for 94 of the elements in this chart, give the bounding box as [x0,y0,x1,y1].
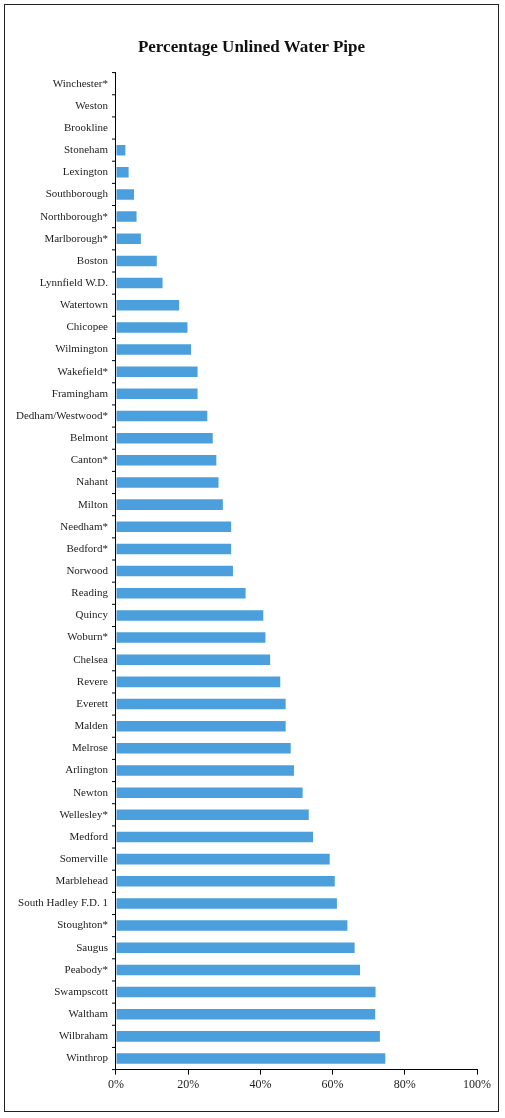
y-tick-label: Swampscott [54,984,108,997]
bar [116,255,157,267]
y-tick-label: Southborough [45,187,109,200]
x-tick-label: 80% [393,1076,416,1091]
bar [116,144,126,156]
y-tick-label: Norwood [66,563,109,576]
y-tick-label: Waltham [68,1007,109,1020]
y-tick-label: Wakefield* [57,364,108,377]
y-tick-label: Lexington [62,165,109,178]
bar [116,876,335,887]
bar [116,743,291,754]
y-tick-label: Dedham/Westwood* [15,408,108,421]
y-tick-label: Revere [76,674,109,687]
bar [116,277,163,289]
y-tick-label: Newton [73,785,109,798]
y-tick-label: Weston [75,98,109,111]
y-tick-label: Malden [74,719,109,732]
y-tick-label: Belmont [70,431,108,444]
bar [116,432,213,444]
bar [116,986,376,998]
x-tick-label: 0% [107,1076,124,1091]
y-tick-label: Melrose [71,741,109,754]
y-tick-label: Stoneham [63,143,109,156]
bar [116,1031,380,1042]
bar [116,455,217,466]
bar [116,809,309,821]
y-tick-label: Marblehead [55,874,109,887]
y-tick-label: Somerville [59,852,109,865]
bar [116,499,223,510]
bar [116,765,294,776]
y-tick-label: Milton [78,497,109,510]
bar [116,1053,386,1064]
bar [116,521,232,533]
y-tick-label: Needham* [60,519,108,532]
y-tick-label: Arlington [65,763,109,776]
y-tick-label: Everett [76,696,108,709]
chart-title: Percentage Unlined Water Pipe [136,37,367,57]
y-tick-label: Winthrop [66,1051,109,1064]
bar [116,211,137,222]
bar [116,344,192,355]
bar [116,299,180,311]
y-tick-label: Lynnfield W.D. [39,275,109,288]
bar [116,898,337,909]
bar [116,167,129,178]
y-tick-label: Nahant [76,475,108,488]
y-tick-label: Brookline [63,120,109,133]
y-tick-label: Bedford* [66,541,108,554]
bar [116,233,141,245]
x-tick-label: 40% [249,1076,272,1091]
bar [116,964,361,976]
y-tick-label: Chicopee [66,320,109,333]
bar [116,388,198,400]
bar [116,410,208,422]
bar [116,189,135,200]
y-tick-label: Quincy [75,608,109,621]
y-tick-label: Watertown [59,298,109,311]
y-tick-label: Framingham [51,386,109,399]
y-tick-label: Woburn* [67,630,108,643]
bar [116,322,188,333]
y-tick-label: Stoughton* [57,918,108,931]
y-tick-label: Wilmington [55,342,109,355]
y-tick-label: Northborough* [40,209,108,222]
y-tick-label: Wilbraham [58,1029,109,1042]
bar [116,853,330,865]
bar [116,366,198,377]
bar [116,1008,376,1020]
y-tick-label: Marlborough* [44,231,108,244]
y-tick-label: South Hadley F.D. 1 [18,896,108,909]
bar [116,632,266,643]
bar [116,942,355,954]
bar [116,676,281,688]
bar [116,720,286,732]
y-tick-label: Reading [71,586,109,599]
y-tick-label: Canton* [70,453,108,466]
bar [116,565,233,577]
y-tick-label: Wellesley* [59,807,108,820]
bar [116,698,286,710]
bar [116,587,246,599]
bar [116,477,219,488]
bar [116,654,271,665]
y-tick-label: Chelsea [73,652,109,665]
y-tick-label: Saugus [76,940,108,953]
bar [116,831,314,843]
bar [116,610,264,621]
x-tick-label: 20% [177,1076,200,1091]
y-tick-label: Medford [69,829,109,842]
bar [116,787,303,798]
x-tick-label: 100% [463,1076,491,1091]
y-tick-label: Boston [76,253,109,266]
y-tick-label: Winchester* [52,76,108,89]
x-tick-label: 60% [321,1076,344,1091]
bar [116,543,232,555]
y-tick-label: Peabody* [64,962,108,975]
bar [116,920,348,931]
